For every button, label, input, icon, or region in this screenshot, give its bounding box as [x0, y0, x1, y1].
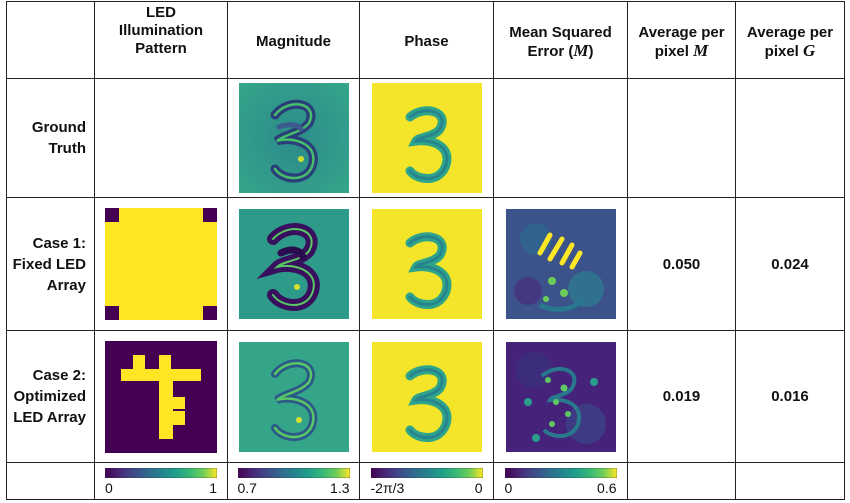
- mse-colorbar-min: 0: [504, 480, 513, 496]
- header-led-pattern: LED Illumination Pattern: [94, 1, 228, 79]
- header-phase-label: Phase: [404, 33, 449, 50]
- magnitude-colorbar-min: 0.7: [237, 480, 257, 496]
- case2-phase-cell: [359, 330, 494, 463]
- case2-avg-g: 0.016: [735, 330, 845, 463]
- phase-colorbar-gradient: [370, 468, 483, 478]
- row-label-line: LED Array: [13, 409, 86, 426]
- mse-colorbar: 0 0.6: [504, 466, 617, 496]
- header-phase: Phase: [359, 1, 494, 79]
- case1-led-pattern-image: [105, 208, 217, 320]
- header-avg-g-line2: pixel: [764, 42, 804, 60]
- mse-colorbar-max: 0.6: [597, 480, 617, 496]
- gt-magnitude-cell: [227, 78, 360, 198]
- case1-avg-m: 0.050: [627, 197, 736, 331]
- row-label-case2: Case 2: Optimized LED Array: [6, 330, 95, 463]
- row-label-line: Optimized: [13, 388, 86, 405]
- magnitude-colorbar-gradient: [237, 468, 350, 478]
- mse-colorbar-cell: 0 0.6: [493, 462, 628, 500]
- row-label-line: Ground: [31, 119, 86, 136]
- row-label-case1: Case 1: Fixed LED Array: [6, 197, 95, 331]
- header-row: LED Illumination Pattern Magnitude Phase…: [6, 1, 845, 79]
- led-colorbar-gradient: [105, 468, 217, 478]
- header-mse: Mean Squared Error (M): [493, 1, 628, 79]
- results-table: LED Illumination Pattern Magnitude Phase…: [6, 1, 845, 500]
- case2-avg-m: 0.019: [627, 330, 736, 463]
- header-avg-m-line2: pixel: [654, 42, 694, 60]
- table-row: Case 2: Optimized LED Array: [6, 330, 845, 463]
- header-avg-m-line1: Average per: [638, 23, 725, 41]
- table-row: Ground Truth: [6, 78, 845, 198]
- row-label-line: Fixed LED: [12, 255, 86, 273]
- header-mse-line1: Mean Squared: [509, 23, 612, 41]
- case1-phase-image: [371, 209, 482, 319]
- header-mse-symbol: M: [573, 40, 589, 60]
- gt-phase-image: [371, 83, 482, 193]
- led-colorbar-max: 1: [209, 480, 217, 496]
- table-row: Case 1: Fixed LED Array: [6, 197, 845, 331]
- header-magnitude-label: Magnitude: [256, 33, 331, 50]
- gt-mse-cell: [493, 78, 628, 198]
- gt-magnitude-image: [238, 83, 349, 193]
- case1-phase-cell: [359, 197, 494, 331]
- case1-magnitude-cell: [227, 197, 360, 331]
- header-avg-g-symbol: G: [803, 40, 816, 60]
- row-label-line: Case 2:: [32, 367, 86, 384]
- case2-phase-image: [371, 341, 482, 452]
- led-colorbar: 0 1: [105, 466, 217, 496]
- header-avg-g: Average per pixel G: [735, 1, 845, 79]
- magnitude-colorbar: 0.7 1.3: [237, 466, 350, 496]
- led-colorbar-cell: 0 1: [94, 462, 228, 500]
- row-label-line: Case 1:: [32, 234, 86, 252]
- header-led-line1: LED: [146, 4, 176, 21]
- led-colorbar-min: 0: [105, 480, 113, 496]
- case2-led-pattern-image: [105, 340, 217, 453]
- colorbar-empty-cell: [6, 462, 95, 500]
- case2-magnitude-cell: [227, 330, 360, 463]
- colorbar-empty-cell: [735, 462, 845, 500]
- phase-colorbar: -2π/3 0: [370, 466, 483, 496]
- magnitude-colorbar-cell: 0.7 1.3: [227, 462, 360, 500]
- header-mse-line2-pre: Error (: [527, 42, 574, 60]
- gt-led-cell: [94, 78, 228, 198]
- header-avg-g-line1: Average per: [746, 23, 834, 41]
- case1-magnitude-image: [238, 209, 349, 319]
- magnitude-colorbar-max: 1.3: [330, 480, 350, 496]
- row-label-line: Truth: [48, 140, 87, 157]
- mse-colorbar-gradient: [504, 468, 617, 478]
- case1-mse-image: [505, 209, 616, 319]
- phase-colorbar-max: 0: [474, 480, 483, 496]
- case2-magnitude-image: [238, 341, 349, 452]
- case1-led-cell: [94, 197, 228, 331]
- gt-avg-g: [735, 78, 845, 198]
- header-mse-line2-post: ): [588, 42, 594, 60]
- colorbar-empty-cell: [627, 462, 736, 500]
- header-empty-cell: [6, 1, 95, 79]
- case2-mse-cell: [493, 330, 628, 463]
- row-label-line: Array: [46, 276, 86, 294]
- gt-phase-cell: [359, 78, 494, 198]
- header-led-line3: Pattern: [135, 40, 187, 57]
- gt-avg-m: [627, 78, 736, 198]
- case2-mse-image: [505, 341, 616, 452]
- case1-mse-cell: [493, 197, 628, 331]
- header-led-line2: Illumination: [118, 22, 204, 39]
- case1-avg-g: 0.024: [735, 197, 845, 331]
- colorbar-row: 0 1 0.7 1.3 -2π/3 0 0 0.6: [6, 462, 845, 500]
- header-avg-m-symbol: M: [693, 40, 709, 60]
- row-label-ground-truth: Ground Truth: [6, 78, 95, 198]
- case2-led-cell: [94, 330, 228, 463]
- header-avg-m: Average per pixel M: [627, 1, 736, 79]
- phase-colorbar-cell: -2π/3 0: [359, 462, 494, 500]
- header-magnitude: Magnitude: [227, 1, 360, 79]
- phase-colorbar-min: -2π/3: [370, 480, 405, 496]
